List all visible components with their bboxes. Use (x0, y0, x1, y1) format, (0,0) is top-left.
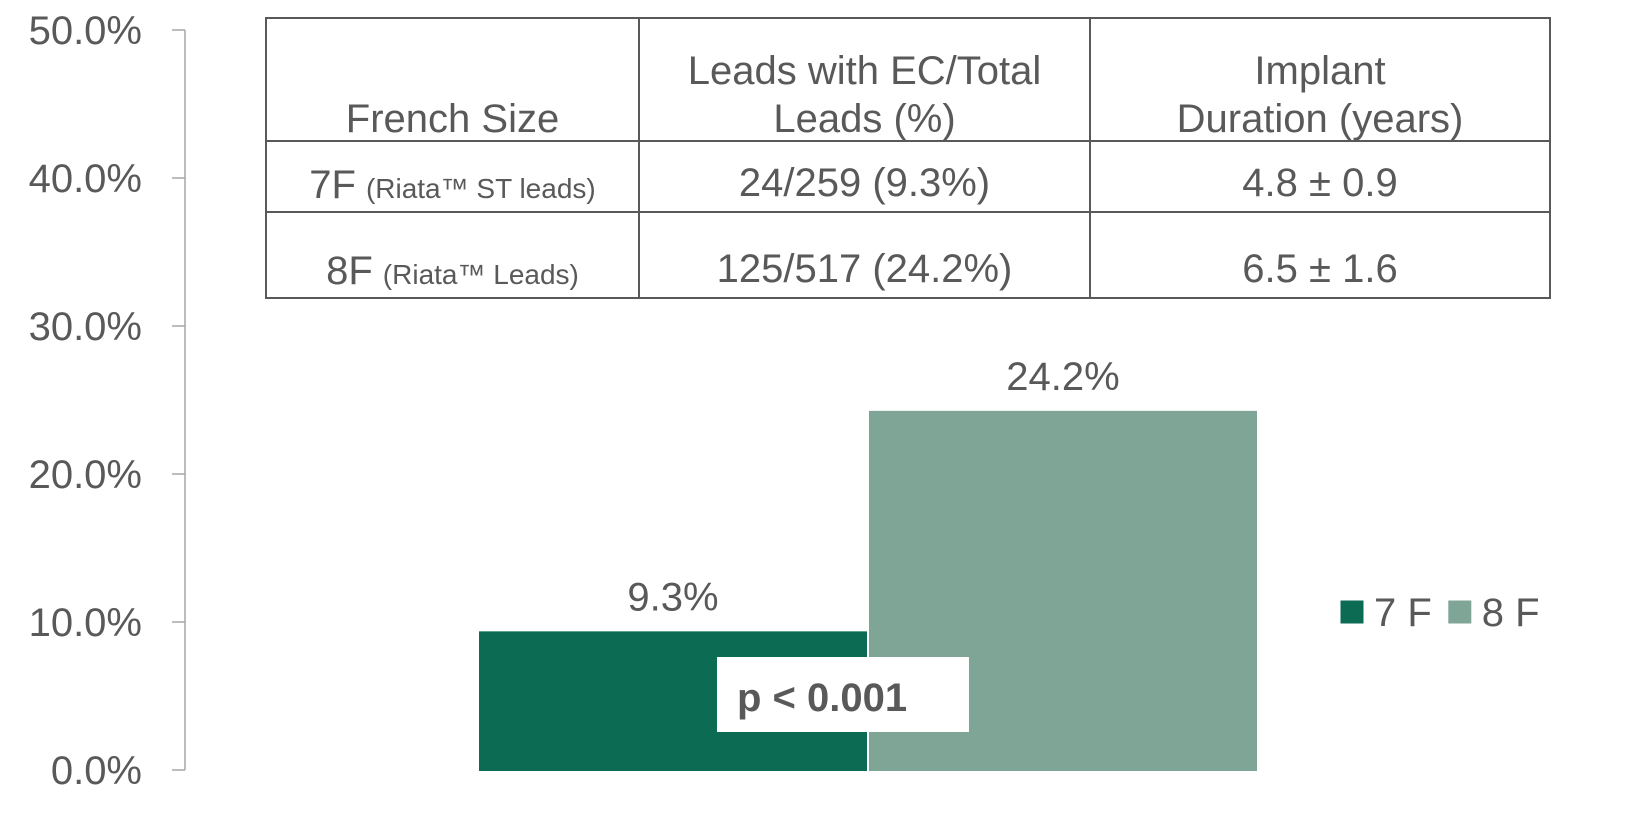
y-tick-label: 10.0% (29, 601, 142, 645)
table-cell: 4.8 ± 0.9 (1242, 161, 1397, 205)
y-tick-label: 30.0% (29, 305, 142, 349)
table-header: Leads with EC/Total Leads (%) (688, 49, 1042, 141)
header-line: Duration (years) (1177, 97, 1464, 141)
table-bg (265, 17, 1551, 299)
legend-swatch (1447, 599, 1473, 625)
y-tick-label: 50.0% (29, 9, 142, 53)
cell-note: (Riata™ Leads) (383, 259, 579, 290)
cell-main: 8F (326, 249, 373, 293)
table-cell: 6.5 ± 1.6 (1242, 247, 1397, 291)
header-line: Implant (1254, 49, 1385, 93)
legend-swatch (1339, 599, 1365, 625)
annotation: p < 0.001 (737, 676, 907, 720)
table-header: French Size (346, 97, 559, 141)
y-tick-label: 40.0% (29, 157, 142, 201)
header-line: Leads (%) (773, 97, 955, 141)
data-label: 24.2% (1006, 355, 1119, 399)
data-label: 9.3% (627, 575, 718, 619)
cell-main: 7F (309, 163, 356, 207)
legend-label: 8 F (1482, 591, 1540, 635)
y-tick-label: 0.0% (51, 749, 142, 793)
y-tick-label: 20.0% (29, 453, 142, 497)
table-cell: 125/517 (24.2%) (717, 247, 1013, 291)
header-line: French Size (346, 97, 559, 141)
table-cell: 24/259 (9.3%) (739, 161, 990, 205)
table-cell: 8F (Riata™ Leads) (326, 249, 579, 293)
legend-label: 7 F (1374, 591, 1432, 635)
annotation-box (717, 657, 969, 732)
table-header: Implant Duration (years) (1177, 49, 1464, 141)
cell-note: (Riata™ ST leads) (366, 173, 596, 204)
header-line: Leads with EC/Total (688, 49, 1042, 93)
table-cell: 7F (Riata™ ST leads) (309, 163, 595, 207)
